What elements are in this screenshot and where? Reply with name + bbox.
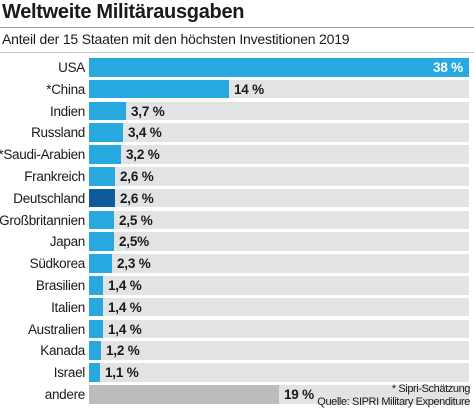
category-label: *Saudi-Arabien (0, 147, 85, 163)
value-label: 2,6 % (120, 190, 154, 206)
bar-chart: USA 38 % *China 14 % Indien 3,7 % Russland 3,4 … (0, 55, 474, 419)
value-label: 1,4 % (108, 321, 142, 337)
value-label: 3,2 % (126, 147, 160, 163)
category-label: andere (44, 387, 86, 402)
value-label: 1,1 % (105, 365, 139, 381)
bar-italien (89, 297, 103, 317)
bar-track (89, 210, 469, 230)
bar-israel (89, 363, 100, 382)
category-label: Großbritannien (0, 212, 85, 228)
bar-saudi-arabien (89, 145, 121, 164)
value-label: 2,5% (119, 234, 149, 250)
bar-track (89, 145, 469, 164)
bar-track (89, 319, 469, 339)
value-label: 3,7 % (131, 103, 165, 119)
value-label: 14 % (234, 81, 264, 97)
value-label: 1,4 % (108, 278, 142, 293)
value-label: 1,2 % (106, 343, 140, 359)
category-label: Deutschland (13, 190, 85, 206)
bar-track (89, 188, 469, 208)
value-label: 2,5 % (119, 212, 153, 228)
category-label: Australien (27, 321, 85, 337)
bar-kanada (89, 341, 101, 360)
chart-title: Weltweite Militärausgaben (2, 1, 245, 23)
chart-subtitle: Anteil der 15 Staaten mit den höchsten I… (2, 31, 350, 47)
bar-großbritannien (89, 210, 114, 230)
bar-track (89, 363, 469, 382)
category-label: Kanada (40, 343, 85, 359)
chart-footnotes: * Sipri-Schätzung Quelle: SIPRI Military… (317, 383, 470, 409)
value-label: 3,4 % (128, 125, 162, 141)
bar-südkorea (89, 254, 112, 273)
bar-australien (89, 319, 103, 339)
bar-china (89, 79, 229, 99)
bar-frankreich (89, 167, 115, 186)
category-label: Russland (31, 125, 85, 141)
category-label: Israel (53, 365, 86, 381)
bar-usa (89, 58, 469, 77)
category-label: Brasilien (35, 278, 85, 293)
title-divider (0, 27, 474, 28)
category-label: USA (58, 60, 85, 75)
bar-brasilien (89, 276, 103, 295)
bar-track (89, 297, 469, 317)
category-label: Südkorea (29, 256, 86, 272)
category-label: Italien (51, 299, 85, 315)
value-label: 38 % (433, 60, 463, 75)
bar-track (89, 167, 469, 186)
bar-track (89, 341, 469, 360)
category-label: Japan (49, 234, 86, 250)
bar-track (89, 254, 469, 273)
source-note: Quelle: SIPRI Military Expenditure (317, 396, 470, 408)
bar-track (89, 101, 469, 121)
subtitle-divider (0, 52, 474, 53)
bar-track (89, 232, 469, 251)
estimate-footnote: * Sipri-Schätzung (391, 383, 471, 395)
bar-deutschland (89, 188, 115, 208)
bar-japan (89, 232, 114, 251)
bar-andere (89, 385, 279, 404)
category-label: *China (46, 81, 85, 97)
bar-track (89, 276, 469, 295)
category-label: Frankreich (24, 169, 85, 184)
value-label: 1,4 % (108, 299, 142, 315)
bar-track (89, 123, 469, 142)
category-label: Indien (50, 103, 85, 119)
bar-russland (89, 123, 123, 142)
bar-indien (89, 101, 126, 121)
value-label: 2,3 % (117, 256, 151, 272)
value-label: 19 % (284, 387, 314, 402)
value-label: 2,6 % (120, 169, 154, 184)
